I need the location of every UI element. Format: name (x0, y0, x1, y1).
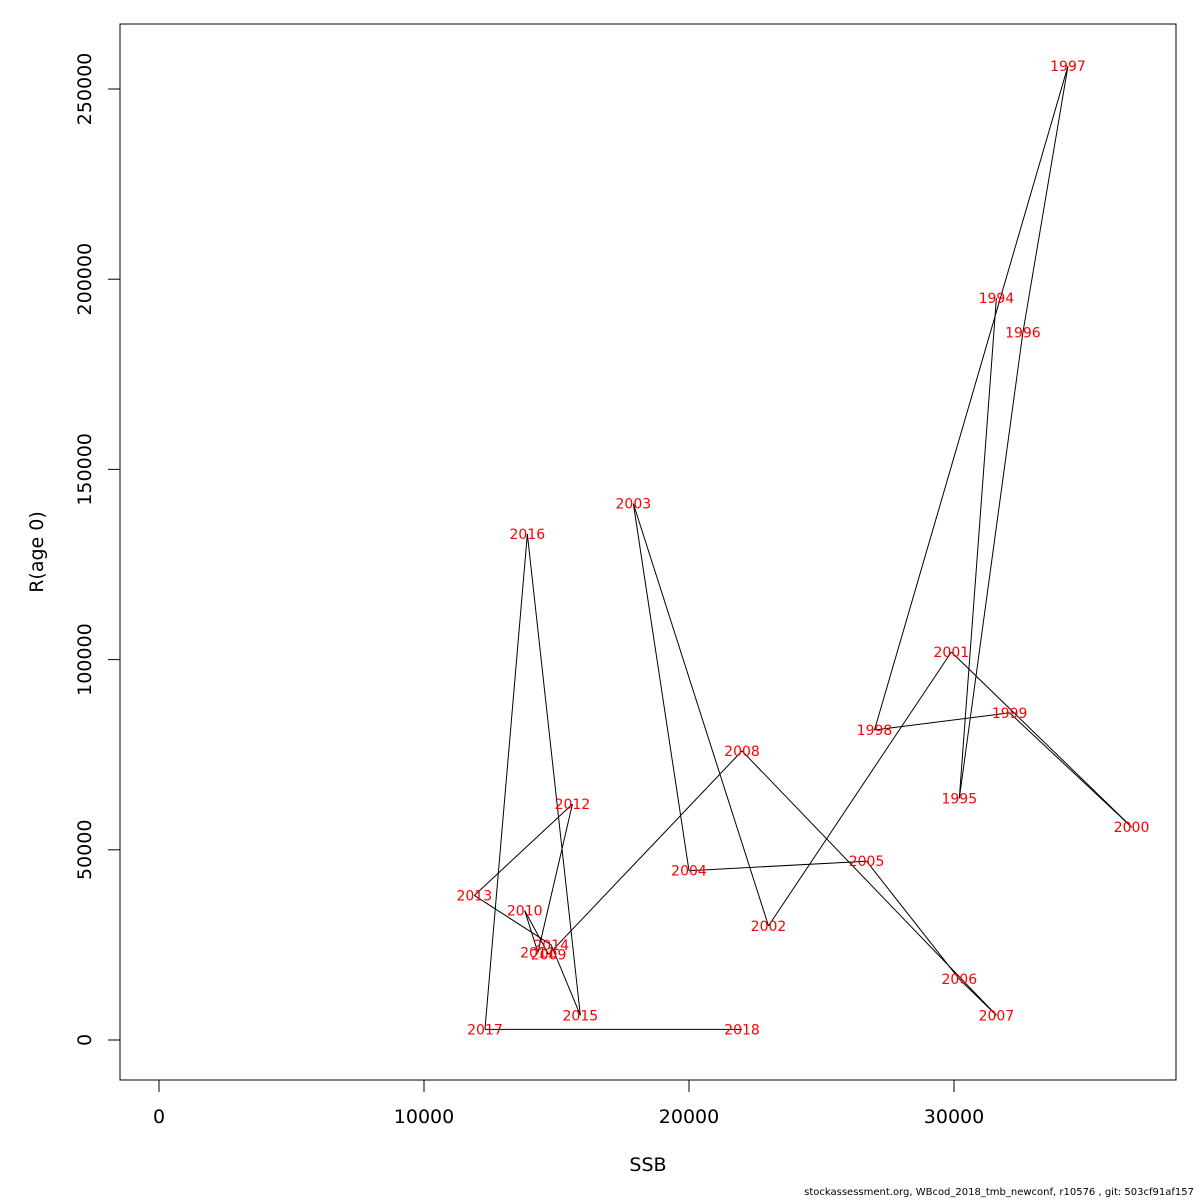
segment-1995-1996 (958, 332, 1024, 799)
year-label-2015: 2015 (563, 1008, 599, 1024)
segment-2002-2003 (632, 503, 769, 927)
year-label-2010: 2010 (507, 904, 543, 920)
x-tick-label: 20000 (659, 1106, 719, 1128)
year-label-1998: 1998 (857, 723, 893, 739)
year-label-2001: 2001 (934, 645, 970, 661)
segment-2005-2006 (866, 860, 960, 980)
y-tick-label: 150000 (74, 433, 96, 506)
year-label-2004: 2004 (671, 864, 707, 880)
year-label-2011: 2011 (520, 946, 556, 962)
y-tick-label: 250000 (74, 53, 96, 126)
year-label-2000: 2000 (1114, 820, 1150, 836)
segment-2004-2005 (688, 860, 867, 872)
x-axis-label: SSB (629, 1154, 666, 1176)
year-label-2014: 2014 (533, 938, 569, 954)
segment-2016-2017 (484, 534, 528, 1030)
year-label-1999: 1999 (992, 706, 1028, 722)
year-label-2005: 2005 (849, 854, 885, 870)
segment-1999-2000 (1009, 712, 1132, 828)
y-axis-label: R(age 0) (26, 511, 48, 593)
x-tick-label: 30000 (924, 1106, 984, 1128)
segment-1998-1999 (874, 712, 1010, 731)
y-tick-label: 0 (74, 1034, 96, 1046)
axes: 0 10000 20000 30000 0 50000 100000 150000 200000… (74, 53, 984, 1128)
segment-2003-2004 (632, 503, 690, 871)
year-label-2002: 2002 (751, 919, 787, 935)
x-tick-label: 0 (153, 1106, 165, 1128)
y-tick-label: 100000 (74, 623, 96, 696)
segment-2009-2010 (524, 910, 549, 955)
year-label-2003: 2003 (616, 497, 652, 513)
segment-2012-2013 (474, 803, 573, 896)
year-label-2016: 2016 (510, 527, 546, 543)
footer-note: stockassessment.org, WBcod_2018_tmb_newc… (804, 1187, 1194, 1198)
year-labels: 1994 1995 1996 1997 1998 1999 2000 2001 2002 2003… (457, 59, 1150, 1038)
plot-frame (119, 23, 1177, 1081)
year-label-2006: 2006 (941, 972, 977, 988)
x-tick-label: 10000 (394, 1106, 454, 1128)
segment-2014-2015 (550, 944, 581, 1016)
segment-2008-2009 (548, 750, 743, 955)
segment-1997-1998 (874, 66, 1069, 731)
year-label-2007: 2007 (979, 1008, 1015, 1024)
segment-2000-2001 (951, 651, 1132, 828)
trajectory-lines (474, 66, 1132, 1030)
year-label-2017: 2017 (467, 1022, 503, 1038)
year-label-1994: 1994 (979, 291, 1015, 307)
segment-2015-2016 (526, 534, 581, 1016)
segment-2011-2012 (537, 804, 573, 953)
segment-1996-1997 (1022, 66, 1069, 333)
year-label-2008: 2008 (724, 744, 760, 760)
segment-2007-2008 (741, 750, 997, 1016)
year-label-1997: 1997 (1050, 59, 1086, 75)
segment-1994-1995 (958, 298, 997, 799)
year-label-1996: 1996 (1005, 325, 1041, 341)
segment-2013-2014 (474, 895, 552, 946)
year-label-1995: 1995 (941, 791, 977, 807)
year-label-2018: 2018 (724, 1022, 760, 1038)
year-label-2009: 2009 (531, 947, 567, 963)
y-tick-label: 50000 (74, 820, 96, 880)
year-label-2012: 2012 (555, 797, 591, 813)
year-label-2013: 2013 (457, 888, 493, 904)
segment-2001-2002 (768, 651, 952, 927)
y-tick-label: 200000 (74, 243, 96, 316)
